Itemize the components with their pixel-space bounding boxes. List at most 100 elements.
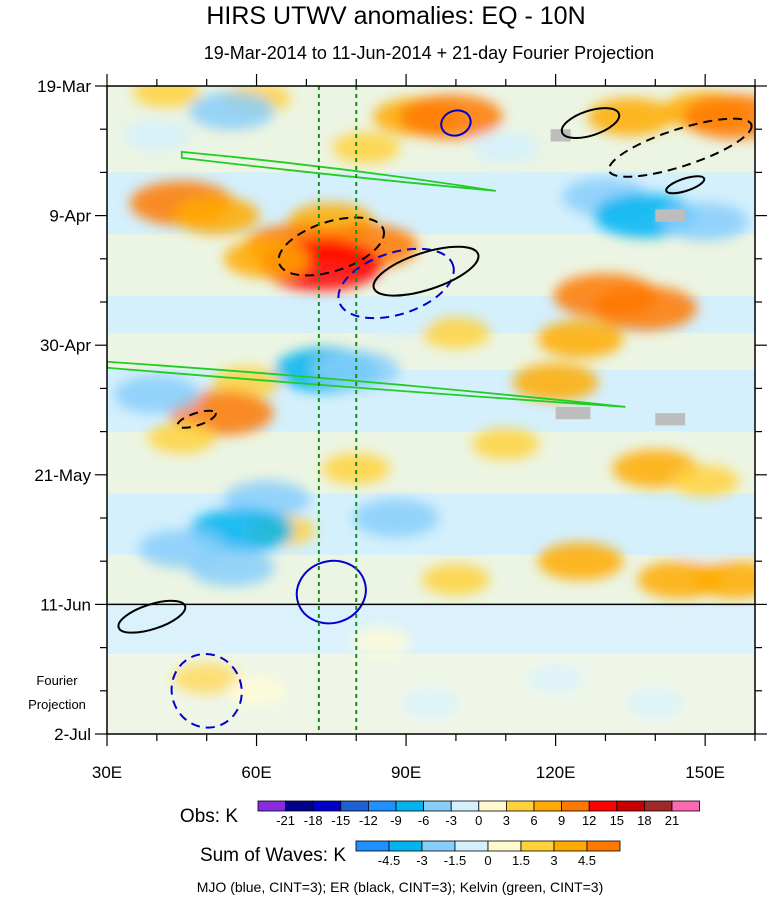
colorbar-swatch xyxy=(388,840,423,852)
anomaly-blob xyxy=(322,452,391,485)
er-contour xyxy=(607,117,753,178)
anomaly-blob xyxy=(113,375,200,414)
projection-label-line2: Projection xyxy=(28,697,86,712)
plot-frame xyxy=(106,85,756,735)
anomaly-blob xyxy=(422,317,490,349)
x-tick-label: 30E xyxy=(92,763,122,782)
colorbar-label: -15 xyxy=(331,813,350,828)
colorbar-swatch xyxy=(505,800,535,812)
obs-colorbar: -21 -18 -15 -12 -9 -6 -3 0 3 6 9 12 15 18 21 xyxy=(257,800,701,828)
projection-shade xyxy=(107,604,755,734)
anomaly-blob xyxy=(147,422,216,454)
colorbar-label: -18 xyxy=(304,813,323,828)
er-contour xyxy=(176,409,217,429)
anomaly-blob xyxy=(526,664,586,693)
anomaly-blob xyxy=(223,239,310,278)
colorbar-swatch xyxy=(285,800,314,812)
reference-longitude-lines xyxy=(317,86,358,734)
colorbar-swatch xyxy=(553,840,588,852)
colorbar-swatch xyxy=(520,840,555,852)
x-tick-label: 150E xyxy=(685,763,725,782)
anomaly-blob xyxy=(422,564,490,596)
x-axis: 30E 60E 90E 120E 150E xyxy=(92,74,756,782)
projection-label-line1: Fourier xyxy=(36,673,78,688)
anomaly-blob xyxy=(188,91,275,130)
anomaly-blob xyxy=(671,465,740,497)
colorbar-swatch xyxy=(487,840,522,852)
y-tick-label: 9-Apr xyxy=(49,207,91,226)
er-contour xyxy=(277,216,386,277)
colorbar-label: -9 xyxy=(390,813,402,828)
colorbar-swatch xyxy=(367,800,397,812)
colorbar-swatch xyxy=(355,840,390,852)
anomaly-blob xyxy=(537,320,624,359)
mjo-contour xyxy=(170,652,243,729)
anomaly-blob xyxy=(692,560,755,599)
heatmap-field xyxy=(107,86,755,734)
anomaly-blob xyxy=(332,132,401,164)
colorbar-label: -12 xyxy=(359,813,378,828)
kelvin-contour xyxy=(107,360,626,408)
colorbar-swatch xyxy=(561,800,590,812)
colorbar-swatch xyxy=(257,800,287,812)
colorbar-label: 9 xyxy=(558,813,565,828)
colorbar-label: 12 xyxy=(582,813,596,828)
anomaly-blob xyxy=(471,428,540,460)
kelvin-contour xyxy=(180,150,496,192)
x-tick-label: 60E xyxy=(241,763,271,782)
anomaly-blob xyxy=(362,304,431,337)
anomaly-blob xyxy=(399,94,503,140)
anomaly-blob xyxy=(173,196,260,235)
anomaly-blob xyxy=(401,689,461,718)
colorbar-swatch xyxy=(586,840,621,852)
x-tick-label: 90E xyxy=(391,763,421,782)
anomaly-blob xyxy=(537,542,624,581)
waves-legend-label: Sum of Waves: K xyxy=(200,845,346,866)
colorbar-swatch xyxy=(478,800,507,812)
x-tick-label: 120E xyxy=(536,763,576,782)
er-contour xyxy=(372,245,480,297)
colorbar-swatch xyxy=(423,800,452,812)
colorbar-label: 0 xyxy=(484,853,491,868)
y-tick-label: 19-Mar xyxy=(37,77,91,96)
colorbar-label: 3 xyxy=(550,853,557,868)
missing-data-patch xyxy=(655,209,686,222)
anomaly-blob xyxy=(138,529,225,568)
colorbar-label: 15 xyxy=(610,813,624,828)
missing-data-patches xyxy=(550,129,686,426)
y-tick-label: 2-Jul xyxy=(54,725,91,744)
colorbar-label: 1.5 xyxy=(512,853,530,868)
colorbar-swatch xyxy=(312,800,342,812)
colorbar-label: -21 xyxy=(276,813,295,828)
colorbar-swatch xyxy=(671,800,701,812)
heatmap-blobs xyxy=(113,86,755,718)
chart-subtitle: 19-Mar-2014 to 11-Jun-2014 + 21-day Four… xyxy=(204,43,654,63)
obs-legend-label: Obs: K xyxy=(180,806,238,827)
mjo-contour xyxy=(295,559,367,625)
colorbar-label: 21 xyxy=(665,813,679,828)
anomaly-blob xyxy=(625,689,685,718)
colorbar-swatch xyxy=(450,800,480,812)
colorbar-label: 18 xyxy=(637,813,651,828)
colorbar-label: 6 xyxy=(530,813,537,828)
missing-data-patch xyxy=(555,406,591,420)
anomaly-blob xyxy=(212,366,281,398)
colorbar-label: -1.5 xyxy=(444,853,466,868)
missing-data-patch xyxy=(550,129,571,142)
anomaly-blob xyxy=(593,285,698,331)
mjo-contour xyxy=(337,247,455,320)
colorbar-swatch xyxy=(421,840,456,852)
anomaly-blob xyxy=(471,514,540,547)
anomaly-blob xyxy=(172,662,241,695)
wave-caption: MJO (blue, CINT=3); ER (black, CINT=3); … xyxy=(197,879,604,895)
mjo-contour xyxy=(440,109,472,137)
colorbar-label: -6 xyxy=(418,813,430,828)
anomaly-blob xyxy=(451,193,520,226)
anomaly-blob xyxy=(471,132,540,164)
er-contour xyxy=(560,107,621,139)
y-tick-label: 30-Apr xyxy=(40,336,91,355)
y-tick-label: 21-May xyxy=(34,466,91,485)
anomaly-blob xyxy=(353,498,439,538)
anomaly-blob xyxy=(512,363,599,402)
colorbar-label: -4.5 xyxy=(378,853,400,868)
